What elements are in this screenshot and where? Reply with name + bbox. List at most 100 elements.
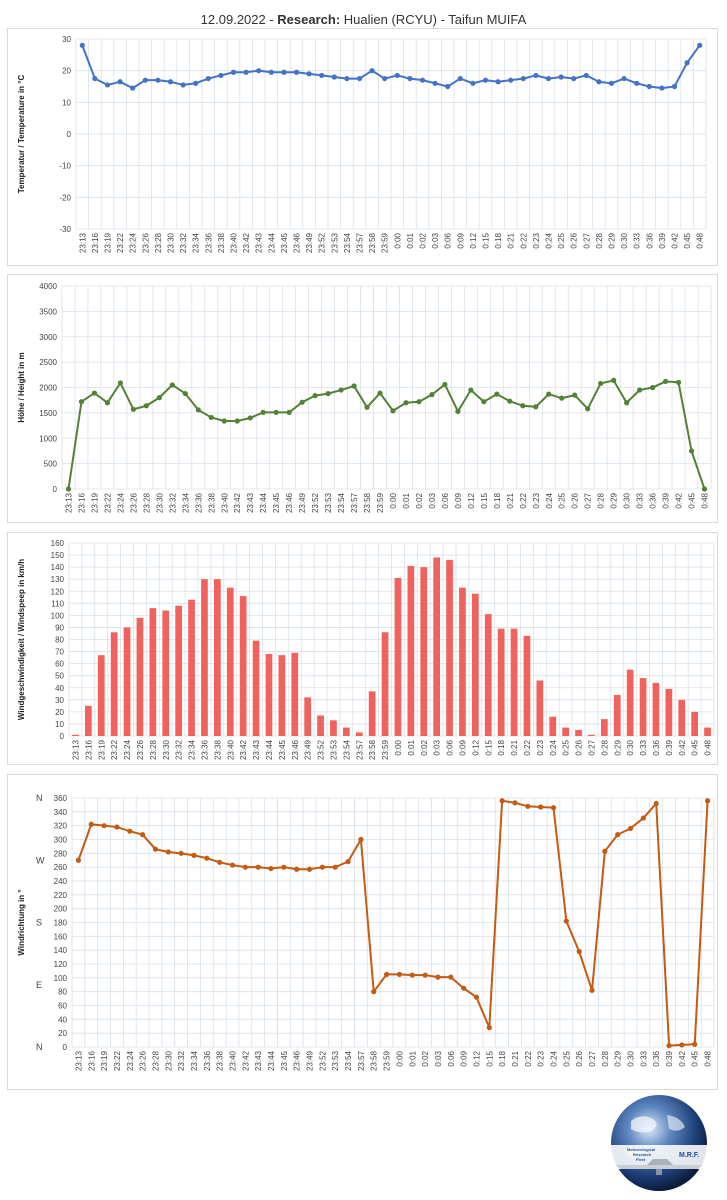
- bar: [162, 610, 170, 736]
- x-tick-label: 23:13: [74, 1050, 83, 1071]
- data-point: [455, 408, 461, 414]
- x-tick-label: 0:29: [610, 492, 619, 508]
- y-tick-label: 180: [54, 919, 68, 928]
- y-tick-label: 500: [44, 460, 58, 469]
- x-tick-label: 23:16: [87, 1050, 96, 1071]
- data-point: [91, 390, 98, 396]
- x-tick-label: 23:28: [149, 739, 158, 760]
- bar: [484, 614, 492, 736]
- data-point: [486, 1025, 492, 1031]
- data-point: [403, 400, 409, 406]
- data-point: [140, 832, 146, 838]
- data-point: [234, 418, 240, 424]
- y-tick-label: 40: [55, 684, 64, 693]
- data-point: [156, 395, 162, 401]
- x-tick-label: 23:19: [104, 232, 113, 253]
- data-point: [627, 825, 634, 832]
- x-tick-label: 0:15: [482, 232, 491, 248]
- x-tick-label: 0:18: [493, 492, 502, 508]
- data-point: [589, 987, 595, 993]
- bar: [433, 557, 441, 736]
- x-tick-label: 23:26: [129, 492, 138, 513]
- x-tick-label: 0:26: [570, 232, 579, 248]
- page-title: 12.09.2022 - Research: Hualien (RCYU) - …: [200, 12, 527, 27]
- y-tick-label: 360: [54, 794, 68, 803]
- data-point: [127, 828, 133, 834]
- x-tick-label: 23:52: [317, 739, 326, 760]
- x-tick-label: 23:13: [78, 232, 87, 253]
- y-tick-label: 160: [54, 932, 68, 941]
- x-tick-label: 23:38: [213, 739, 222, 760]
- x-tick-label: 0:42: [678, 739, 687, 755]
- y-tick-label: 200: [54, 905, 68, 914]
- x-tick-label: 0:23: [536, 739, 545, 755]
- svg-text:Meteorological: Meteorological: [627, 1147, 655, 1152]
- x-tick-label: 0:12: [467, 492, 476, 508]
- data-point: [142, 77, 148, 83]
- data-point: [640, 815, 646, 821]
- x-tick-label: 23:30: [164, 1050, 173, 1071]
- x-tick-label: 23:36: [203, 1050, 212, 1071]
- x-tick-label: 0:01: [407, 739, 416, 755]
- y-tick-label: 2500: [39, 358, 57, 367]
- x-tick-label: 23:38: [207, 492, 216, 513]
- y-tick-label: 2000: [39, 384, 57, 393]
- x-tick-label: 23:58: [368, 739, 377, 760]
- x-tick-label: 0:36: [652, 1050, 661, 1066]
- data-point: [572, 392, 578, 398]
- data-point: [195, 407, 201, 413]
- x-tick-label: 23:36: [204, 232, 213, 253]
- x-tick-label: 23:42: [242, 232, 251, 253]
- y-tick-label: -20: [59, 193, 71, 202]
- bar: [136, 617, 144, 736]
- data-point: [78, 399, 85, 405]
- x-tick-label: 0:06: [447, 1050, 456, 1066]
- x-tick-label: 23:49: [305, 232, 314, 253]
- x-tick-label: 0:03: [428, 492, 437, 508]
- x-tick-label: 23:24: [123, 739, 132, 760]
- data-point: [468, 387, 474, 393]
- x-tick-label: 23:43: [246, 492, 255, 513]
- compass-label: N: [36, 793, 43, 803]
- data-point: [299, 399, 305, 405]
- x-tick-label: 23:34: [181, 492, 190, 513]
- data-point: [369, 68, 375, 74]
- x-tick-label: 0:09: [454, 492, 463, 508]
- temperature-chart: -30 -20 -10 0 10 20 30 23:13 23:16 23:19 23:22 23:2…: [7, 28, 718, 266]
- x-tick-label: 0:23: [532, 232, 541, 248]
- data-point: [662, 378, 669, 385]
- x-tick-label: 0:48: [696, 232, 705, 248]
- x-tick-label: 0:39: [665, 1050, 674, 1066]
- bar: [652, 682, 660, 736]
- svg-text:Fleet: Fleet: [636, 1157, 646, 1162]
- data-point: [608, 80, 615, 86]
- x-tick-label: 23:54: [343, 232, 352, 253]
- x-tick-label: 0:12: [472, 1050, 481, 1066]
- x-tick-label: 0:12: [471, 739, 480, 755]
- y-tick-label: 160: [51, 539, 65, 548]
- svg-text:Research: Research: [633, 1152, 652, 1157]
- x-tick-label: 23:45: [272, 492, 281, 513]
- data-point: [675, 379, 682, 386]
- data-point: [482, 77, 489, 83]
- data-point: [666, 1043, 672, 1049]
- x-tick-label: 0:26: [575, 1050, 584, 1066]
- data-point: [598, 380, 604, 387]
- y-tick-label: 260: [54, 863, 68, 872]
- x-tick-label: 23:32: [177, 1050, 186, 1071]
- bar: [239, 596, 247, 736]
- bar: [175, 605, 183, 736]
- data-point: [558, 74, 564, 80]
- x-tick-label: 0:09: [460, 1050, 469, 1066]
- data-point: [351, 383, 357, 389]
- data-point: [193, 80, 199, 86]
- x-tick-label: 23:24: [129, 232, 138, 253]
- x-tick-label: 0:30: [627, 1050, 636, 1066]
- x-tick-label: 23:24: [116, 492, 125, 513]
- x-tick-label: 23:34: [188, 739, 197, 760]
- y-tick-label: 340: [54, 808, 68, 817]
- x-tick-label: 23:34: [190, 1050, 199, 1071]
- x-tick-label: 23:30: [167, 232, 176, 253]
- data-point: [204, 855, 210, 861]
- x-tick-label: 0:30: [623, 492, 632, 508]
